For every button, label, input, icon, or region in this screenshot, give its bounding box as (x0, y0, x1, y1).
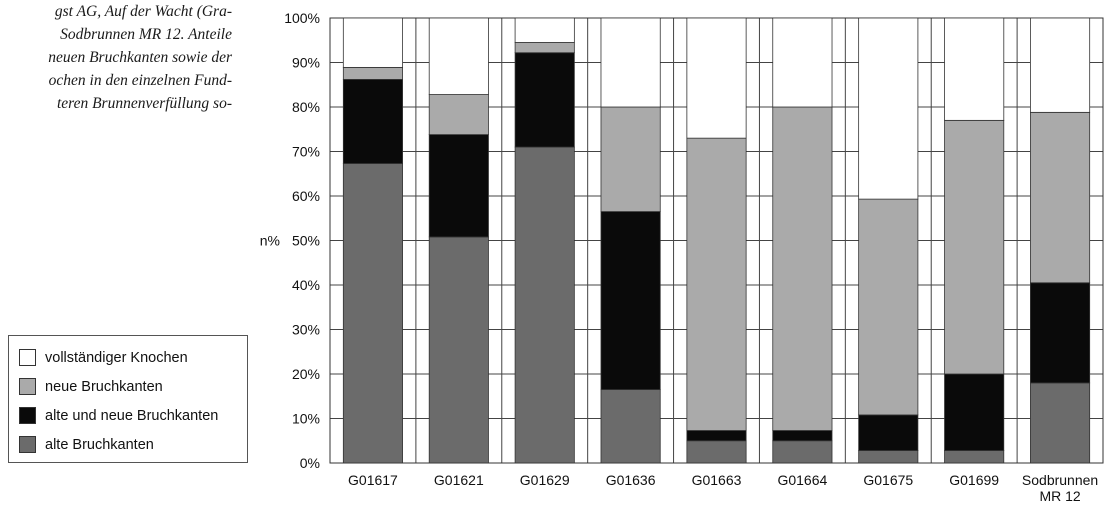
bar-segment-neue-bruchkanten (944, 119, 1005, 375)
x-tick-label: Sodbrunnen (1022, 472, 1098, 488)
caption-line: teren Brunnenverfüllung so- (56, 95, 232, 112)
legend-swatch (19, 349, 36, 366)
bar-segment-vollst-ndiger-knochen (1030, 17, 1091, 113)
y-tick-label: 50% (292, 233, 320, 249)
y-tick-label: 10% (292, 411, 320, 427)
y-tick-label: 100% (284, 10, 320, 26)
bar-segment-vollst-ndiger-knochen (600, 17, 661, 108)
bar-segment-alte-bruchkanten (686, 440, 747, 464)
bar-segment-alte-bruchkanten (858, 450, 919, 464)
x-tick-label: G01663 (692, 472, 742, 488)
legend-item-alte-und-neue-bruchkanten: alte und neue Bruchkanten (19, 401, 247, 430)
bar-segment-alte-und-neue-bruchkanten (944, 373, 1005, 451)
bar-segment-vollst-ndiger-knochen (944, 17, 1005, 121)
bar-segment-alte-und-neue-bruchkanten (1030, 282, 1091, 384)
bar-segment-neue-bruchkanten (1030, 111, 1091, 284)
bar-segment-neue-bruchkanten (428, 94, 489, 135)
legend-label: neue Bruchkanten (45, 378, 163, 395)
bar-segment-vollst-ndiger-knochen (686, 17, 747, 139)
y-tick-label: 40% (292, 277, 320, 293)
x-tick-label: G01617 (348, 472, 398, 488)
bar-segment-vollst-ndiger-knochen (428, 17, 489, 95)
legend-swatch (19, 407, 36, 424)
bar-segment-neue-bruchkanten (514, 42, 575, 54)
x-tick-label: G01675 (863, 472, 913, 488)
y-tick-label: 80% (292, 99, 320, 115)
bar-segment-alte-bruchkanten (944, 450, 1005, 464)
bar-segment-alte-und-neue-bruchkanten (772, 430, 833, 442)
figure-caption-fragment: gst AG, Auf der Wacht (Gra- Sodbrunnen M… (0, 0, 240, 115)
x-tick-label: G01621 (434, 472, 484, 488)
bar-segment-neue-bruchkanten (858, 198, 919, 416)
bar-segment-alte-bruchkanten (428, 236, 489, 464)
bar-segment-alte-und-neue-bruchkanten (858, 414, 919, 451)
caption-line: neuen Bruchkanten sowie der (48, 49, 232, 66)
x-tick-label: MR 12 (1039, 488, 1080, 504)
bar-segment-alte-bruchkanten (1030, 382, 1091, 464)
legend-item-vollstaendiger-knochen: vollständiger Knochen (19, 343, 247, 372)
caption-line: Sodbrunnen MR 12. Anteile (60, 26, 232, 43)
bar-segment-alte-und-neue-bruchkanten (428, 134, 489, 238)
caption-line: gst AG, Auf der Wacht (Gra- (54, 3, 232, 20)
y-axis-label: n% (260, 233, 280, 249)
bar-segment-alte-und-neue-bruchkanten (342, 79, 403, 164)
y-tick-label: 30% (292, 322, 320, 338)
bar-segment-alte-und-neue-bruchkanten (600, 211, 661, 390)
x-tick-label: G01664 (777, 472, 827, 488)
x-tick-label: G01636 (606, 472, 656, 488)
caption-line: ochen in den einzelnen Fund- (48, 72, 232, 89)
bar-segment-alte-bruchkanten (514, 146, 575, 464)
bar-segment-vollst-ndiger-knochen (342, 17, 403, 68)
legend-item-alte-bruchkanten: alte Bruchkanten (19, 430, 247, 459)
y-tick-label: 20% (292, 366, 320, 382)
bar-segment-alte-und-neue-bruchkanten (514, 52, 575, 148)
y-tick-label: 60% (292, 188, 320, 204)
legend-swatch (19, 436, 36, 453)
x-tick-label: G01699 (949, 472, 999, 488)
chart-legend: vollständiger Knochen neue Bruchkanten a… (8, 335, 248, 463)
legend-swatch (19, 378, 36, 395)
x-tick-label: G01629 (520, 472, 570, 488)
y-tick-label: 0% (300, 455, 320, 471)
bar-segment-neue-bruchkanten (772, 106, 833, 431)
bar-segment-vollst-ndiger-knochen (514, 17, 575, 43)
bar-segment-alte-bruchkanten (600, 389, 661, 464)
bar-segment-neue-bruchkanten (342, 66, 403, 80)
y-tick-label: 90% (292, 55, 320, 71)
bar-segment-neue-bruchkanten (600, 106, 661, 212)
legend-label: alte Bruchkanten (45, 436, 154, 453)
bar-segment-vollst-ndiger-knochen (772, 17, 833, 108)
bar-segment-neue-bruchkanten (686, 137, 747, 431)
bar-segment-alte-und-neue-bruchkanten (686, 430, 747, 442)
legend-item-neue-bruchkanten: neue Bruchkanten (19, 372, 247, 401)
bar-segment-vollst-ndiger-knochen (858, 17, 919, 200)
legend-label: vollständiger Knochen (45, 349, 188, 366)
bar-segment-alte-bruchkanten (342, 163, 403, 464)
legend-label: alte und neue Bruchkanten (45, 407, 219, 424)
y-tick-label: 70% (292, 144, 320, 160)
bar-segment-alte-bruchkanten (772, 440, 833, 464)
